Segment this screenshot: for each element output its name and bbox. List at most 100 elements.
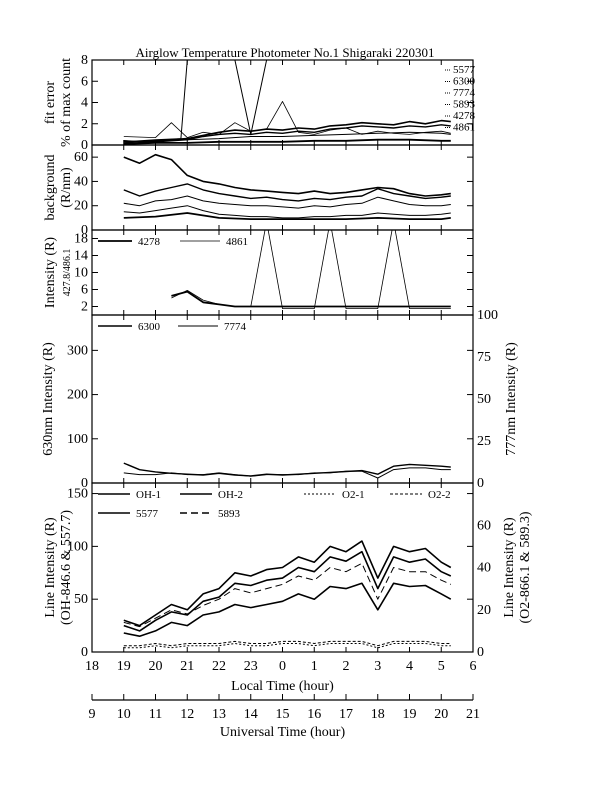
panel-red-lines: 0 100 200 300 0 25 50 75 100 630nm Intensity (R) 7… [41,308,519,491]
series-line-4278 [123,138,451,145]
series-line-6300 [123,462,451,477]
y-right-tick-label: 40 [477,561,491,576]
y-right-tick-label: 0 [477,476,484,491]
series-line-O2-1 [123,643,451,649]
series-line-6300 [123,183,451,202]
y-right-tick-label: 50 [477,392,491,407]
series-line-5893 [123,562,452,628]
y-right-tick-label: 20 [477,603,491,618]
y-tick-label: 0 [81,476,88,491]
y-tick-label: 18 [74,232,88,247]
y-tick-label: 100 [67,432,88,447]
y-tick-label: 6 [81,283,88,298]
y-tick-label: 0 [81,138,88,153]
y-tick-label: 100 [67,539,88,554]
series-line-5893 [123,131,451,143]
local-time-tick-label: 0 [279,659,286,674]
panel-frame [91,314,474,484]
y-tick-label: 200 [67,388,88,403]
y-right-tick-label: 0 [477,645,484,660]
universal-time-tick-label: 16 [307,707,321,722]
y-axis-subtitle: % of max count [59,58,74,147]
local-time-tick-label: 18 [85,659,99,674]
y-tick-label: 50 [74,592,88,607]
series-line-5577 [123,582,452,638]
series-group [123,462,451,479]
y-right-tick-label: 60 [477,518,491,533]
legend-label: 4861 [226,236,248,248]
legend-label: OH-2 [218,489,243,501]
universal-time-tick-label: 17 [339,707,353,722]
universal-time-tick-label: 19 [403,707,417,722]
local-time-axis-title: Local Time (hour) [231,679,334,694]
y-axis-title: Line Intensity (R) [43,517,58,618]
universal-time-tick-label: 10 [117,707,131,722]
y-tick-label: 300 [67,343,88,358]
legend-label: 7774 [224,321,247,333]
series-line-5577 [123,153,451,197]
legend-label: OH-1 [136,489,161,501]
universal-time-tick-label: 14 [244,707,258,722]
series-group [123,153,451,221]
legend-label: 6300 [453,76,476,88]
local-time-tick-label: 3 [374,659,381,674]
legend-label: 6300 [138,321,161,333]
universal-time-tick-label: 13 [212,707,226,722]
y-axis-subtitle: 427.8/486.1 [62,249,73,297]
series-line-7774 [123,467,451,479]
y-axis-title: background [43,154,58,220]
local-time-tick-label: 1 [311,659,318,674]
legend-label: 5577 [136,508,159,520]
local-time-tick-label: 2 [343,659,350,674]
y-tick-label: 0 [81,645,88,660]
chart-title: Airglow Temperature Photometer No.1 Shig… [136,45,435,60]
y-tick-label: 4 [81,96,88,111]
universal-time-tick-label: 12 [180,707,194,722]
y-right-tick-label: 25 [477,434,491,449]
local-time-tick-label: 22 [212,659,226,674]
legend-label: 7774 [453,87,476,99]
universal-time-tick-label: 9 [89,707,96,722]
series-line-4278 [123,212,451,221]
local-time-tick-label: 23 [244,659,258,674]
legend-label: 4278 [453,110,476,122]
y-tick-label: 150 [67,487,88,502]
local-time-tick-label: 19 [117,659,131,674]
series-line-OH-1 [123,540,452,627]
y-axis-title: 630nm Intensity (R) [41,342,56,456]
universal-time-axis-title: Universal Time (hour) [220,725,346,740]
legend-label: 5577 [453,64,476,76]
local-time-tick-label: 20 [149,659,163,674]
legend-label: 5893 [453,99,476,111]
y-right-tick-label: 100 [477,308,498,323]
y-tick-label: 6 [81,74,88,89]
y-axis-subtitle: (R/nm) [59,167,74,208]
y-axis-title: fit error [43,81,58,124]
y-tick-label: 2 [81,117,88,132]
local-time-tick-label: 21 [180,659,194,674]
local-time-tick-label: 6 [470,659,477,674]
legend-label: O2-2 [428,489,451,501]
y-right-axis-title: Line Intensity (R) [502,517,517,618]
local-time-tick-label: 4 [406,659,413,674]
universal-time-tick-label: 15 [276,707,290,722]
series-group [123,60,451,145]
y-tick-label: 60 [74,150,88,165]
panel-blue-lines: 2 6 10 14 18 Intensity (R) 427.8/486.1 4278 4861 [43,229,474,316]
y-tick-label: 20 [74,199,88,214]
series-group [171,230,451,310]
y-tick-label: 10 [74,266,88,281]
universal-time-tick-label: 20 [434,707,448,722]
universal-time-tick-label: 21 [466,707,480,722]
y-tick-label: 8 [81,53,88,68]
local-time-tick-label: 5 [438,659,445,674]
y-tick-label: 0 [81,223,88,238]
y-right-axis-title: 777nm Intensity (R) [504,342,519,456]
series-line-4861 [171,230,451,310]
series-line-O2-2 [123,640,451,647]
y-axis-subtitle: (OH-846.6 & 557.7) [59,510,74,625]
series-line-4861 [123,101,451,139]
